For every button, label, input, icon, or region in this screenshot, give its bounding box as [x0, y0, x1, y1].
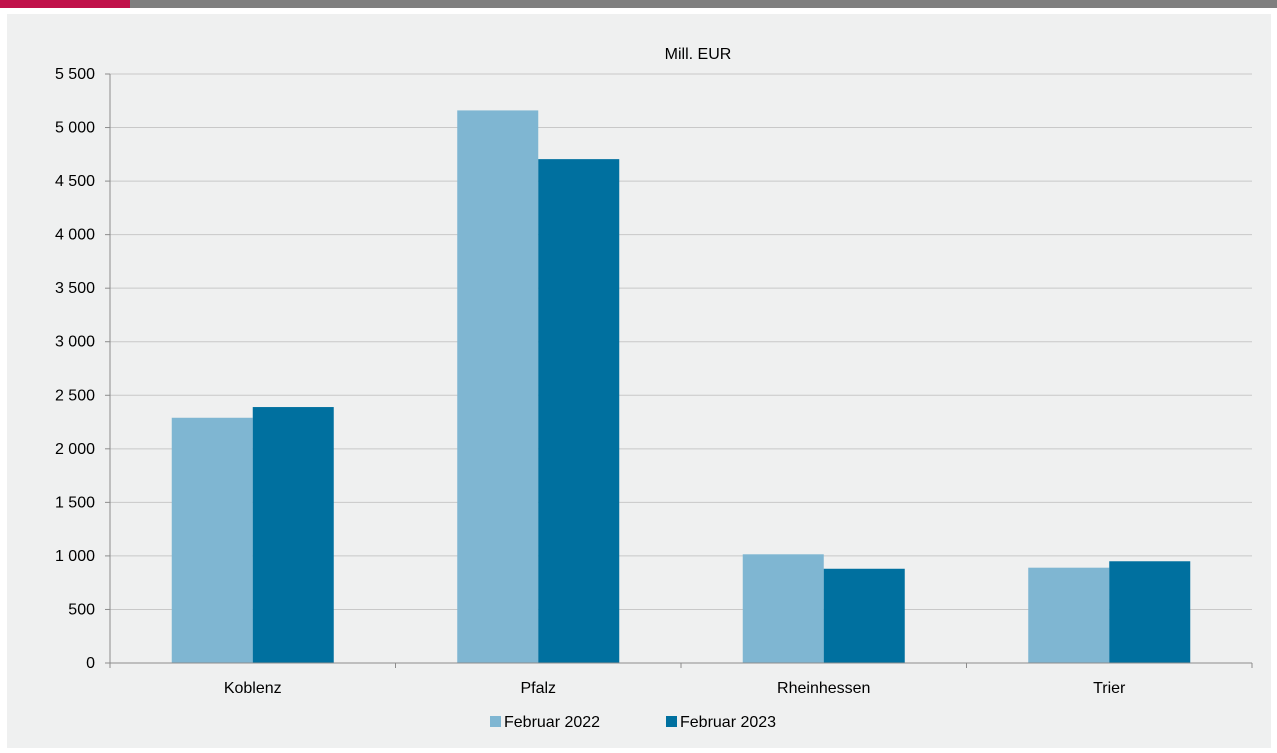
bar-chart: Mill. EUR 0 500 1 000 1 500 2 000 2 500 3 000 3… — [55, 46, 1253, 731]
legend-swatch-series-1 — [490, 716, 501, 727]
x-category-label: Rheinhessen — [777, 680, 870, 697]
bar-rheinhessen-series-1 — [742, 554, 824, 663]
legend-label-series-1: Februar 2022 — [504, 714, 600, 731]
y-tick-label: 0 — [86, 655, 95, 672]
bar-pfalz-series-1 — [457, 110, 539, 664]
axes: 0 500 1 000 1 500 2 000 2 500 3 000 3 500 4 000 4… — [55, 66, 1253, 697]
legend-swatch-series-2 — [666, 716, 677, 727]
y-tick-label: 5 500 — [55, 66, 95, 83]
x-category-label: Pfalz — [520, 680, 556, 697]
y-tick-label: 4 500 — [55, 173, 95, 190]
y-tick-label: 2 500 — [55, 387, 95, 404]
bars — [171, 110, 1191, 664]
top-bar-accent — [0, 0, 130, 8]
legend-label-series-2: Februar 2023 — [680, 714, 776, 731]
y-tick-label: 4 000 — [55, 227, 95, 244]
x-category-label: Trier — [1093, 680, 1126, 697]
x-category-label: Koblenz — [224, 680, 282, 697]
bar-trier-series-2 — [1109, 561, 1191, 663]
unit-label: Mill. EUR — [665, 46, 732, 63]
bar-koblenz-series-2 — [252, 407, 334, 663]
bar-trier-series-1 — [1028, 567, 1110, 663]
y-tick-label: 2 000 — [55, 441, 95, 458]
y-tick-label: 500 — [68, 601, 95, 618]
y-tick-label: 1 500 — [55, 494, 95, 511]
bar-rheinhessen-series-2 — [823, 568, 905, 663]
legend: Februar 2022 Februar 2023 — [490, 714, 776, 731]
y-tick-label: 3 500 — [55, 280, 95, 297]
bar-pfalz-series-2 — [538, 159, 620, 663]
chart-panel: Mill. EUR 0 500 1 000 1 500 2 000 2 500 3 000 3… — [7, 14, 1271, 748]
bar-koblenz-series-1 — [171, 417, 253, 663]
y-tick-label: 3 000 — [55, 334, 95, 351]
top-bar — [0, 0, 1277, 8]
y-tick-label: 1 000 — [55, 548, 95, 565]
y-tick-label: 5 000 — [55, 120, 95, 137]
